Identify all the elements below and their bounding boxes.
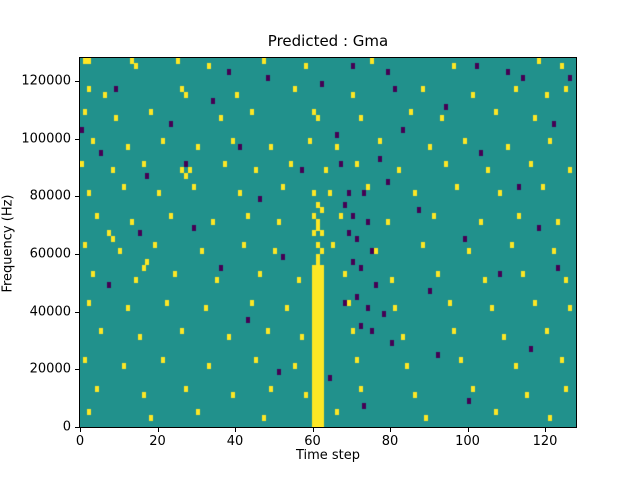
y-tick-mark [75, 254, 79, 255]
y-tick-label: 100000 [21, 131, 71, 147]
x-tick-mark [80, 428, 81, 432]
x-tick-mark [235, 428, 236, 432]
plot-area [79, 57, 577, 428]
y-tick-label: 120000 [21, 73, 71, 89]
x-tick-label: 40 [226, 434, 244, 449]
y-tick-mark [75, 369, 79, 371]
y-tick-label: 60000 [29, 246, 71, 262]
y-tick-label: 20000 [29, 361, 71, 377]
heatmap-canvas [80, 58, 576, 427]
x-tick-label: 20 [149, 434, 166, 449]
y-tick-mark [75, 138, 79, 140]
y-tick-mark [75, 311, 79, 313]
x-tick-mark [390, 428, 391, 432]
x-axis-label: Time step [295, 448, 361, 463]
x-tick-label: 100 [455, 434, 480, 449]
x-tick-mark [467, 428, 469, 432]
x-tick-mark [157, 428, 159, 432]
y-tick-label: 0 [62, 419, 71, 435]
x-tick-label: 0 [75, 434, 85, 449]
chart-title: Predicted : Gma [267, 32, 389, 50]
x-tick-label: 80 [381, 434, 399, 449]
x-tick-mark [312, 428, 314, 432]
y-tick-mark [75, 427, 79, 428]
y-tick-label: 40000 [29, 304, 71, 320]
y-tick-mark [75, 81, 79, 83]
y-tick-label: 80000 [29, 188, 71, 204]
x-tick-label: 60 [304, 434, 321, 449]
y-tick-mark [75, 196, 79, 198]
x-tick-label: 120 [532, 434, 558, 449]
x-tick-mark [545, 428, 546, 432]
